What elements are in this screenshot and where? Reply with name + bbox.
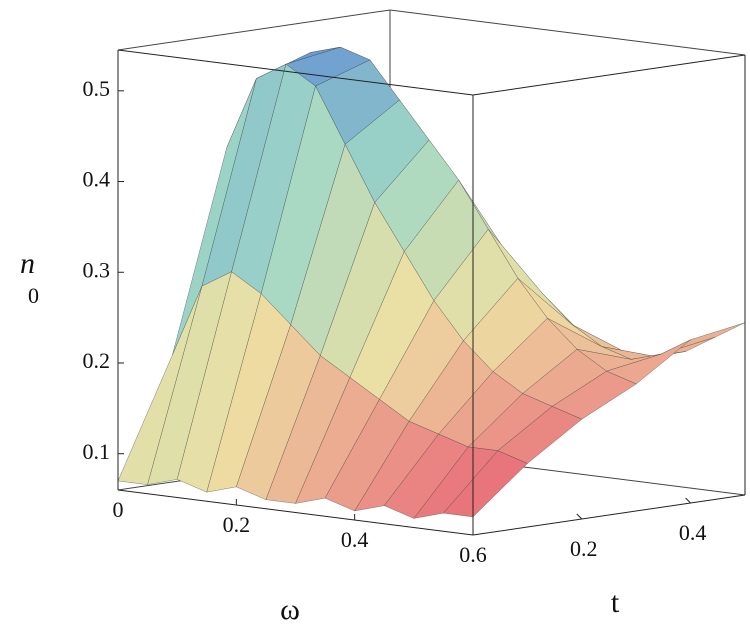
box-edge [117, 9, 391, 51]
z-tick-label: 0.5 [83, 76, 111, 101]
surface [117, 46, 746, 519]
surface-patch [442, 450, 528, 518]
box-edge [389, 9, 746, 56]
x-tick-label: 0.2 [223, 512, 251, 537]
box-edge [117, 489, 474, 536]
z-tick-label: 0.2 [83, 348, 111, 373]
y-axis-label: t [611, 586, 620, 619]
x-tick-label: 0.4 [341, 527, 369, 552]
box-edge [472, 494, 746, 536]
frame [117, 49, 746, 536]
z-tick-label: 0.1 [83, 439, 111, 464]
y-tick [685, 497, 691, 504]
x-tick-label: 0 [113, 497, 124, 522]
y-tick-label: 0.4 [679, 520, 707, 545]
y-tick-label: 0.2 [570, 536, 598, 561]
z-axis-label-sub: 0 [28, 283, 39, 308]
z-tick-label: 0.3 [83, 257, 111, 282]
z-tick-label: 0.4 [83, 167, 111, 192]
x-axis-label: ω [280, 593, 300, 626]
x-tick-label: 0.6 [459, 542, 487, 567]
box-edge [117, 49, 474, 96]
y-tick [576, 513, 583, 520]
box-edge [472, 54, 746, 96]
z-axis-label: n [20, 247, 35, 280]
